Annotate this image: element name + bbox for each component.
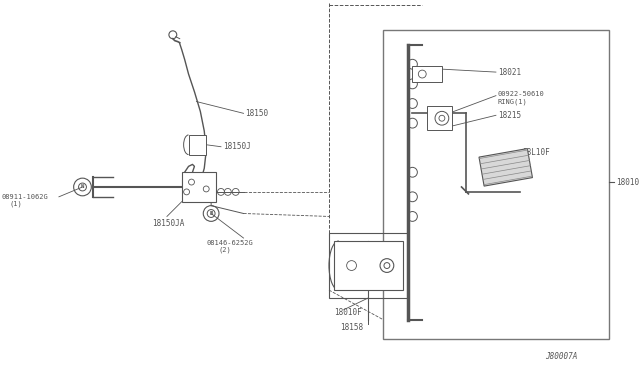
Text: 18215: 18215 [498,111,521,120]
Text: 18021: 18021 [498,68,521,77]
Bar [383,30,609,339]
Bar [182,172,216,202]
Text: (1): (1) [10,201,22,207]
Bar [427,106,452,130]
Text: (2): (2) [218,247,231,253]
Bar [334,241,403,290]
Text: 18150JA: 18150JA [152,219,184,228]
Polygon shape [479,148,532,186]
Text: 18010: 18010 [616,177,639,187]
Bar [412,66,442,82]
Text: 18010F: 18010F [334,308,362,317]
Text: 08911-1062G: 08911-1062G [2,194,49,200]
Text: 18150J: 18150J [223,142,251,151]
Text: 18L10F: 18L10F [522,148,550,157]
Text: 18150: 18150 [246,109,269,118]
Bar [329,233,408,298]
Text: 00922-50610: 00922-50610 [498,91,545,97]
Bar [189,135,206,155]
Text: N: N [81,185,84,189]
Text: 08146-6252G: 08146-6252G [206,240,253,246]
Text: J80007A: J80007A [545,352,577,361]
Text: RING(1): RING(1) [498,98,527,105]
Text: B: B [209,211,212,216]
Text: 18158: 18158 [340,323,363,332]
